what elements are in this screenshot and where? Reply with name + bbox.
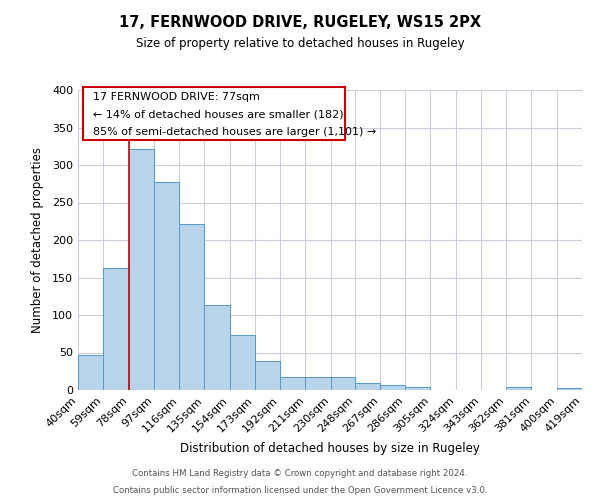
Bar bbox=[280, 376, 305, 390]
Text: ← 14% of detached houses are smaller (182): ← 14% of detached houses are smaller (18… bbox=[93, 110, 344, 120]
Text: Contains HM Land Registry data © Crown copyright and database right 2024.: Contains HM Land Registry data © Crown c… bbox=[132, 468, 468, 477]
Bar bbox=[380, 385, 405, 390]
Text: Contains public sector information licensed under the Open Government Licence v3: Contains public sector information licen… bbox=[113, 486, 487, 495]
X-axis label: Distribution of detached houses by size in Rugeley: Distribution of detached houses by size … bbox=[180, 442, 480, 455]
Bar bbox=[331, 377, 355, 390]
Bar bbox=[305, 376, 331, 390]
Y-axis label: Number of detached properties: Number of detached properties bbox=[31, 147, 44, 333]
Bar bbox=[103, 268, 128, 390]
Text: 85% of semi-detached houses are larger (1,101) →: 85% of semi-detached houses are larger (… bbox=[93, 126, 376, 136]
Bar bbox=[83, 87, 345, 140]
Bar bbox=[179, 224, 205, 390]
Text: 17, FERNWOOD DRIVE, RUGELEY, WS15 2PX: 17, FERNWOOD DRIVE, RUGELEY, WS15 2PX bbox=[119, 15, 481, 30]
Bar bbox=[506, 387, 532, 390]
Bar bbox=[355, 382, 380, 390]
Text: Size of property relative to detached houses in Rugeley: Size of property relative to detached ho… bbox=[136, 38, 464, 51]
Bar bbox=[78, 355, 103, 390]
Bar bbox=[205, 304, 230, 390]
Bar bbox=[154, 182, 179, 390]
Bar bbox=[128, 148, 154, 390]
Bar bbox=[557, 388, 582, 390]
Text: 17 FERNWOOD DRIVE: 77sqm: 17 FERNWOOD DRIVE: 77sqm bbox=[93, 92, 260, 102]
Bar bbox=[230, 335, 255, 390]
Bar bbox=[405, 387, 430, 390]
Bar bbox=[255, 361, 280, 390]
